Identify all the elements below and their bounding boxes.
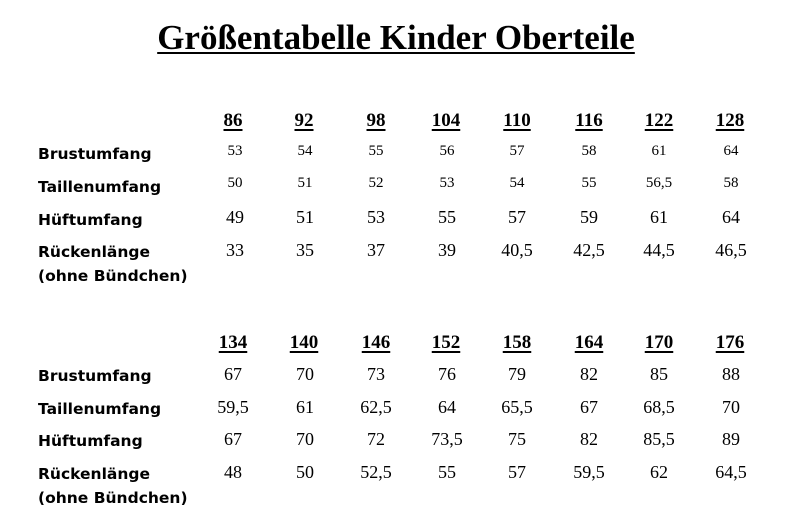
table-cell: 56,5 [645, 175, 673, 191]
size-header: 110 [503, 110, 531, 131]
size-table-2: 134 140 146 152 158 164 170 176 Brustumf… [0, 332, 792, 517]
table-cell: 67 [224, 364, 242, 384]
table-cell: 64 [438, 397, 456, 417]
size-header: 140 [289, 332, 319, 353]
table-cell: 52,5 [360, 462, 392, 482]
table-cell: 61 [296, 397, 314, 417]
table-cell: 42,5 [573, 240, 605, 260]
table-cell: 53 [367, 207, 385, 227]
row-label-hueftumfang: Hüftumfang [38, 432, 143, 450]
table-cell: 82 [580, 364, 598, 384]
size-header: 128 [715, 110, 745, 131]
table-cell: 89 [722, 429, 740, 449]
table-cell: 62,5 [360, 397, 392, 417]
size-header: 164 [574, 332, 604, 353]
table-cell: 37 [367, 240, 385, 260]
size-header: 104 [431, 110, 461, 131]
table-cell: 62 [650, 462, 668, 482]
table-cell: 35 [296, 240, 314, 260]
size-header: 92 [294, 110, 314, 131]
table-cell: 61 [651, 143, 667, 159]
table-cell: 82 [580, 429, 598, 449]
table-cell: 54 [297, 143, 313, 159]
table-cell: 64,5 [715, 462, 747, 482]
table-cell: 54 [509, 175, 525, 191]
table-cell: 73,5 [431, 429, 463, 449]
table-cell: 52 [368, 175, 384, 191]
table-cell: 39 [438, 240, 456, 260]
size-header: 158 [502, 332, 532, 353]
table-cell: 64 [723, 143, 739, 159]
table-cell: 55 [438, 207, 456, 227]
table-cell: 59,5 [573, 462, 605, 482]
size-header: 86 [223, 110, 243, 131]
table-cell: 65,5 [501, 397, 533, 417]
table-cell: 88 [722, 364, 740, 384]
table-cell: 57 [509, 143, 525, 159]
table-cell: 70 [296, 429, 314, 449]
table-cell: 75 [508, 429, 526, 449]
size-header: 134 [218, 332, 248, 353]
row-label-hueftumfang: Hüftumfang [38, 211, 143, 229]
table-cell: 55 [368, 143, 384, 159]
page-title: Größentabelle Kinder Oberteile [157, 18, 635, 57]
size-header: 122 [644, 110, 674, 131]
table-cell: 49 [226, 207, 244, 227]
row-label-taillenumfang: Taillenumfang [38, 178, 162, 196]
table-cell: 72 [367, 429, 385, 449]
table-cell: 44,5 [643, 240, 675, 260]
table-cell: 57 [508, 462, 526, 482]
table-cell: 51 [297, 175, 313, 191]
table-cell: 58 [723, 175, 739, 191]
size-header: 146 [361, 332, 391, 353]
table-cell: 40,5 [501, 240, 533, 260]
row-label-brustumfang: Brustumfang [38, 145, 152, 163]
size-header: 176 [715, 332, 745, 353]
row-label-rueckenlaenge: Rückenlänge [38, 465, 151, 483]
table-cell: 59,5 [217, 397, 249, 417]
row-label-brustumfang: Brustumfang [38, 367, 152, 385]
table-cell: 48 [224, 462, 242, 482]
size-header: 116 [575, 110, 603, 131]
table-cell: 50 [296, 462, 314, 482]
size-header: 170 [644, 332, 674, 353]
table-cell: 61 [650, 207, 668, 227]
table-cell: 33 [226, 240, 244, 260]
table-cell: 51 [296, 207, 314, 227]
table-cell: 64 [722, 207, 740, 227]
table-cell: 79 [508, 364, 526, 384]
table-cell: 85,5 [643, 429, 675, 449]
table-cell: 59 [580, 207, 598, 227]
table-cell: 57 [508, 207, 526, 227]
table-cell: 55 [581, 175, 597, 191]
table-cell: 67 [580, 397, 598, 417]
row-label-taillenumfang: Taillenumfang [38, 400, 162, 418]
row-label-ohne-buendchen: (ohne Bündchen) [38, 267, 188, 285]
row-label-rueckenlaenge: Rückenlänge [38, 243, 151, 261]
table-cell: 67 [224, 429, 242, 449]
table-cell: 50 [227, 175, 243, 191]
size-table-1: 86 92 98 104 110 116 122 128 Brustumfang… [0, 110, 792, 290]
size-header: 98 [366, 110, 386, 131]
table-cell: 53 [227, 143, 243, 159]
table-cell: 70 [296, 364, 314, 384]
table-cell: 73 [367, 364, 385, 384]
size-header: 152 [431, 332, 461, 353]
table-cell: 53 [439, 175, 455, 191]
table-cell: 85 [650, 364, 668, 384]
table-cell: 70 [722, 397, 740, 417]
row-label-ohne-buendchen: (ohne Bündchen) [38, 489, 188, 507]
table-cell: 58 [581, 143, 597, 159]
table-cell: 68,5 [643, 397, 675, 417]
table-cell: 46,5 [715, 240, 747, 260]
table-cell: 55 [438, 462, 456, 482]
table-cell: 76 [438, 364, 456, 384]
table-cell: 56 [439, 143, 455, 159]
